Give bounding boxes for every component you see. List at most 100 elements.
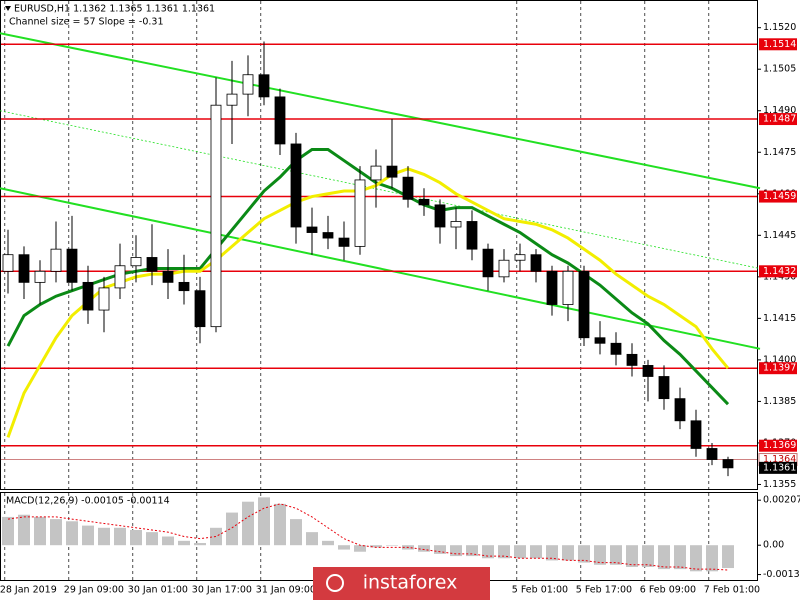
candle-body bbox=[242, 74, 254, 95]
macd-bar bbox=[530, 545, 542, 559]
macd-bar bbox=[162, 536, 174, 546]
level-label: 1.1432 bbox=[763, 266, 796, 277]
candle-body bbox=[690, 420, 702, 449]
x-tick-label: 30 Jan 17:00 bbox=[192, 585, 252, 596]
watermark: instaforex bbox=[363, 572, 458, 594]
y-tick-label: -0.00135 bbox=[763, 569, 800, 580]
candle-body bbox=[2, 254, 14, 272]
macd-bar bbox=[594, 545, 606, 565]
candle-body bbox=[258, 74, 270, 98]
y-tick-label: 1.1490 bbox=[763, 105, 796, 116]
candle-body bbox=[434, 204, 446, 228]
macd-bar bbox=[178, 540, 190, 546]
x-tick-label: 31 Jan 09:00 bbox=[256, 585, 316, 596]
macd-bar bbox=[34, 516, 46, 546]
level-label-box bbox=[759, 362, 797, 375]
macd-bar bbox=[514, 545, 526, 559]
macd-bar bbox=[306, 532, 318, 546]
macd-bar bbox=[338, 545, 350, 550]
macd-bar bbox=[434, 545, 446, 554]
macd-bar bbox=[722, 545, 734, 569]
candle-body bbox=[514, 254, 526, 261]
macd-bar bbox=[50, 519, 62, 546]
level-label: 1.1397 bbox=[763, 363, 796, 374]
macd-bar bbox=[274, 503, 286, 546]
last-price-label: 1.1361 bbox=[763, 462, 796, 473]
macd-title: MACD(12,26,9) -0.00105 -0.00114 bbox=[6, 496, 170, 507]
macd-bar bbox=[706, 545, 718, 572]
collapse-arrow[interactable] bbox=[5, 6, 11, 11]
candle-body bbox=[450, 221, 462, 228]
macd-bar bbox=[66, 521, 78, 546]
x-tick-label: 5 Feb 01:00 bbox=[512, 585, 568, 596]
candle-body bbox=[66, 248, 78, 283]
macd-bar bbox=[130, 529, 142, 546]
moving-average bbox=[6, 147, 730, 406]
candle-body bbox=[130, 257, 142, 267]
indicator-line: Channel size = 57 Slope = -0.31 bbox=[9, 17, 164, 28]
macd-bar bbox=[482, 545, 494, 559]
candle-body bbox=[530, 254, 542, 272]
candle-body bbox=[546, 270, 558, 305]
macd-bar bbox=[386, 545, 398, 546]
candle-body bbox=[50, 248, 62, 272]
x-tick-label: 30 Jan 01:00 bbox=[128, 585, 188, 596]
candle-body bbox=[562, 270, 574, 305]
y-tick-label: 1.1505 bbox=[763, 64, 796, 75]
candle-body bbox=[114, 265, 126, 289]
price-pane-frame bbox=[0, 0, 758, 490]
y-tick-label: 1.1400 bbox=[763, 354, 796, 365]
last-price-box bbox=[759, 461, 797, 474]
level-label: 1.1369 bbox=[763, 440, 796, 451]
candle-body bbox=[466, 221, 478, 250]
candle-body bbox=[306, 226, 318, 233]
candle-body bbox=[370, 165, 382, 181]
macd-bar bbox=[146, 532, 158, 546]
macd-bar bbox=[18, 514, 30, 546]
candle-body bbox=[354, 179, 366, 247]
candle-body bbox=[162, 270, 174, 283]
macd-bar bbox=[466, 545, 478, 557]
moving-average bbox=[6, 167, 730, 438]
macd-bar bbox=[194, 543, 206, 546]
x-tick-label: 28 Jan 2019 bbox=[0, 585, 57, 596]
macd-bar bbox=[498, 545, 510, 559]
y-tick-label: 1.1445 bbox=[763, 230, 796, 241]
macd-bar bbox=[242, 501, 254, 546]
trend-line bbox=[0, 110, 761, 269]
level-label: 1.1514 bbox=[763, 39, 796, 50]
level-label-box bbox=[759, 439, 797, 452]
macd-bar bbox=[210, 527, 222, 546]
macd-bar bbox=[658, 545, 670, 570]
candle-body bbox=[610, 342, 622, 355]
macd-bar bbox=[562, 545, 574, 561]
candle-body bbox=[322, 232, 334, 239]
candle-body bbox=[578, 270, 590, 339]
trend-line bbox=[0, 32, 761, 190]
macd-bar bbox=[690, 545, 702, 572]
trend-line bbox=[0, 187, 761, 350]
macd-bar bbox=[578, 545, 590, 563]
macd-bar bbox=[322, 540, 334, 546]
macd-bar bbox=[626, 545, 638, 567]
candle-body bbox=[706, 448, 718, 460]
macd-bar bbox=[354, 545, 366, 552]
macd-bar bbox=[258, 497, 270, 546]
candle-body bbox=[482, 248, 494, 278]
y-tick-label: 1.1385 bbox=[763, 396, 796, 407]
x-tick-label: 7 Feb 01:00 bbox=[704, 585, 760, 596]
macd-bar bbox=[2, 516, 14, 546]
level-label-box bbox=[759, 113, 797, 126]
signal-line bbox=[7, 503, 729, 571]
candle-body bbox=[290, 143, 302, 228]
candle-body bbox=[626, 353, 638, 366]
x-tick-label: 6 Feb 09:00 bbox=[640, 585, 696, 596]
candle-body bbox=[386, 165, 398, 178]
watermark-logo bbox=[326, 574, 344, 592]
candle-body bbox=[34, 270, 46, 283]
level-label-box bbox=[759, 190, 797, 203]
candle-body bbox=[658, 376, 670, 400]
level-label-box bbox=[759, 38, 797, 51]
macd-bar bbox=[418, 545, 430, 552]
